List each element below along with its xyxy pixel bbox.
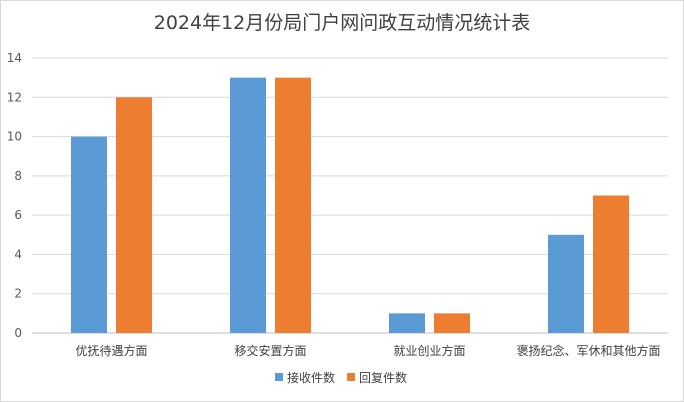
legend-swatch [275,373,283,381]
y-tick-label: 14 [7,51,22,65]
chart-title: 2024年12月份局门户网问政互动情况统计表 [153,12,531,34]
x-category-label: 就业创业方面 [393,343,465,358]
legend: 接收件数 回复件数 [275,370,407,385]
y-tick-label: 2 [14,287,22,301]
bar-received [548,234,584,333]
x-axis-categories: 优抚待遇方面 移交安置方面 就业创业方面 褒扬纪念、军休和其他方面 [75,343,660,358]
x-category-label: 移交安置方面 [234,343,306,358]
x-category-label: 优抚待遇方面 [75,343,147,358]
bars [71,77,629,334]
bar-replied [593,195,629,333]
legend-label: 回复件数 [359,370,407,385]
bar-replied [275,77,311,334]
legend-swatch [347,373,355,381]
y-tick-label: 12 [7,90,22,104]
y-tick-label: 0 [14,326,22,340]
x-category-label: 褒扬纪念、军休和其他方面 [516,343,660,358]
bar-received [71,136,107,333]
y-tick-label: 6 [14,208,22,222]
y-tick-label: 8 [14,169,22,183]
bar-replied [116,97,152,334]
y-tick-label: 4 [14,247,22,261]
y-axis-ticks: 0 2 4 6 8 10 12 14 [7,51,22,340]
legend-label: 接收件数 [287,370,335,385]
bar-replied [434,313,470,333]
y-tick-label: 10 [7,130,22,144]
bar-received [230,77,266,334]
bar-received [389,313,425,333]
